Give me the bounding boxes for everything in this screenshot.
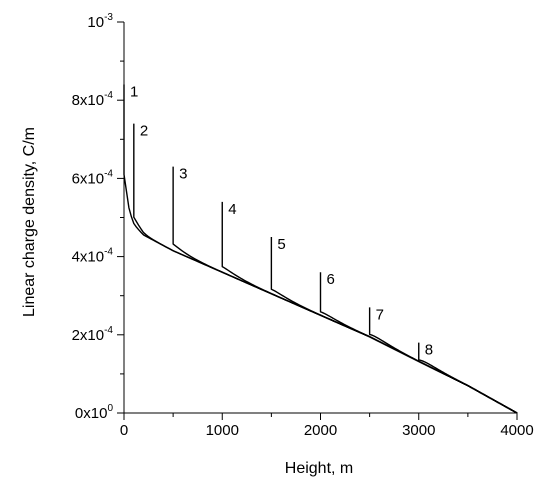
y-tick-label: 10-3 (87, 12, 113, 31)
series-label-2: 2 (140, 123, 148, 140)
axes: 0 1000 2000 3000 40000x1002x10-44x10-46x10-4… (72, 12, 534, 439)
series-label-5: 5 (277, 236, 285, 253)
y-tick-label: 4x10-4 (72, 247, 114, 266)
y-tick-mantissa: 4x10 (72, 249, 105, 266)
y-axis-label: Linear charge density, C/m (21, 127, 38, 317)
curve-labels: 1 2 3 4 5 6 7 8 (130, 84, 433, 359)
series-label-7: 7 (376, 306, 384, 323)
y-tick-label: 8x10-4 (72, 90, 114, 109)
y-tick-label: 2x10-4 (72, 325, 114, 344)
series-line-1 (123, 84, 518, 414)
y-tick-exponent: -4 (104, 90, 113, 101)
y-tick-mantissa: 6x10 (72, 170, 105, 187)
x-tick-label: 4000 (500, 422, 533, 439)
y-tick-exponent: -4 (104, 325, 113, 336)
y-tick-label: 0x100 (75, 403, 114, 422)
series-label-1: 1 (130, 84, 138, 101)
x-tick-label: 3000 (402, 422, 435, 439)
series-label-4: 4 (228, 201, 236, 218)
y-tick-mantissa: 8x10 (72, 92, 105, 109)
y-tick-mantissa: 0x10 (75, 405, 108, 422)
x-tick-label: 1000 (206, 422, 239, 439)
series-line-5 (270, 237, 518, 414)
series-label-8: 8 (425, 342, 433, 359)
series-label-3: 3 (179, 166, 187, 183)
series-line-8 (418, 342, 518, 414)
x-axis-label: Height, m (285, 460, 353, 477)
y-tick-exponent: -3 (104, 12, 113, 23)
y-tick-mantissa: 2x10 (72, 327, 105, 344)
y-tick-exponent: 0 (107, 403, 113, 414)
series-line-3 (172, 166, 518, 414)
x-tick-label: 0 (120, 422, 128, 439)
y-tick-label: 6x10-4 (72, 168, 114, 187)
series-line-7 (368, 307, 518, 414)
y-tick-exponent: -4 (104, 168, 113, 179)
y-tick-exponent: -4 (104, 247, 113, 258)
x-tick-label: 2000 (304, 422, 337, 439)
series-label-6: 6 (327, 271, 335, 288)
curves (123, 84, 518, 414)
y-tick-mantissa: 10 (87, 14, 104, 31)
series-line-2 (133, 123, 518, 414)
